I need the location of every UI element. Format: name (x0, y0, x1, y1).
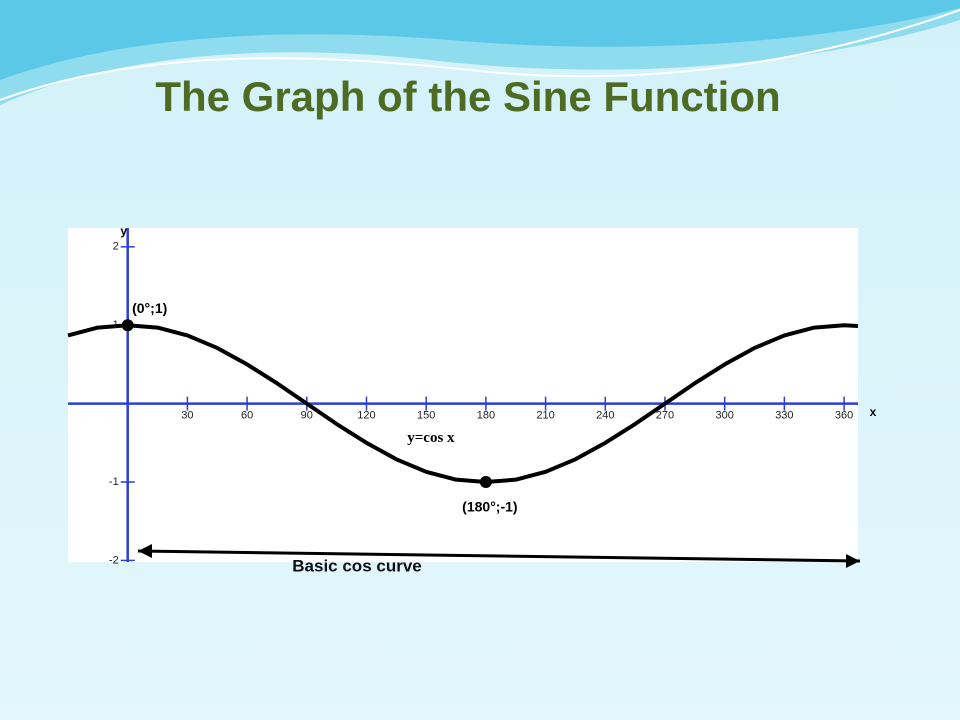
slide-title: The Graph of the Sine Function (155, 73, 780, 120)
x-tick-label: 60 (241, 410, 253, 422)
curve-label: y=cos x (407, 430, 455, 446)
x-tick-label: 210 (536, 410, 554, 422)
span-arrow (137, 549, 861, 563)
x-tick-label: 120 (357, 410, 375, 422)
point-label: (0°;1) (132, 300, 167, 316)
x-tick-label: 180 (477, 410, 495, 422)
x-tick-label: 300 (715, 410, 733, 422)
x-tick-label: 360 (835, 410, 853, 422)
key-point (121, 319, 134, 332)
x-tick-label: 150 (417, 410, 435, 422)
key-point (479, 476, 492, 489)
footer-label: Basic cos curve (292, 556, 421, 575)
x-tick-label: 90 (301, 410, 313, 422)
point-label: (180°;-1) (462, 499, 517, 515)
wave-line (0, 9, 960, 101)
x-tick-label: 330 (775, 410, 793, 422)
y-axis-label: y (120, 224, 127, 238)
y-tick-label: -1 (109, 476, 119, 488)
y-tick-label: 2 (113, 241, 119, 253)
curve (67, 323, 859, 485)
y-tick-label: -2 (109, 554, 119, 566)
x-axis-label: x (870, 405, 877, 419)
x-tick-label: 30 (181, 410, 193, 422)
x-tick-label: 240 (596, 410, 614, 422)
wave (0, 0, 960, 80)
x-tick-label: 270 (656, 410, 674, 422)
plot-area (68, 228, 858, 562)
